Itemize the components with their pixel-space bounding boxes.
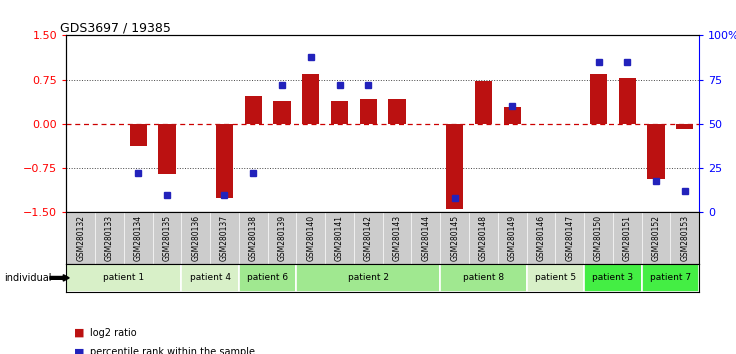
Text: GSM280140: GSM280140: [306, 215, 315, 261]
Text: patient 2: patient 2: [348, 273, 389, 282]
Bar: [642, 264, 699, 292]
Text: patient 4: patient 4: [190, 273, 230, 282]
Text: GSM280138: GSM280138: [249, 215, 258, 261]
Bar: [360, 99, 377, 124]
Text: GSM280149: GSM280149: [508, 215, 517, 261]
Text: GSM280134: GSM280134: [134, 215, 143, 261]
Text: GSM280148: GSM280148: [479, 215, 488, 261]
Text: ■: ■: [74, 347, 84, 354]
Text: GSM280150: GSM280150: [594, 215, 603, 261]
Text: GSM280136: GSM280136: [191, 215, 200, 261]
Text: patient 8: patient 8: [463, 273, 504, 282]
Bar: [475, 81, 492, 124]
Bar: [584, 264, 642, 292]
Bar: [446, 124, 463, 210]
Bar: [181, 264, 239, 292]
Text: patient 6: patient 6: [247, 273, 289, 282]
Text: GSM280133: GSM280133: [105, 215, 114, 261]
Bar: [590, 74, 607, 124]
Text: GSM280132: GSM280132: [76, 215, 85, 261]
Text: GSM280143: GSM280143: [392, 215, 402, 261]
Text: GSM280135: GSM280135: [163, 215, 171, 261]
Text: GSM280141: GSM280141: [335, 215, 344, 261]
Text: patient 5: patient 5: [535, 273, 576, 282]
Text: GSM280139: GSM280139: [277, 215, 286, 261]
Text: ■: ■: [74, 328, 84, 338]
Text: log2 ratio: log2 ratio: [90, 328, 136, 338]
Bar: [389, 99, 406, 124]
Text: GSM280142: GSM280142: [364, 215, 373, 261]
Bar: [302, 74, 319, 124]
Bar: [297, 264, 440, 292]
Bar: [239, 264, 297, 292]
Text: GDS3697 / 19385: GDS3697 / 19385: [60, 21, 171, 34]
Bar: [331, 102, 348, 124]
Text: GSM280145: GSM280145: [450, 215, 459, 261]
Text: GSM280144: GSM280144: [422, 215, 431, 261]
Bar: [216, 124, 233, 198]
Bar: [503, 107, 521, 124]
Text: patient 1: patient 1: [103, 273, 144, 282]
Text: GSM280152: GSM280152: [651, 215, 660, 261]
Text: GSM280146: GSM280146: [537, 215, 545, 261]
Text: individual: individual: [4, 273, 52, 283]
Bar: [66, 264, 181, 292]
Bar: [440, 264, 526, 292]
Text: GSM280153: GSM280153: [680, 215, 690, 261]
Text: GSM280137: GSM280137: [220, 215, 229, 261]
Text: percentile rank within the sample: percentile rank within the sample: [90, 347, 255, 354]
Bar: [648, 124, 665, 179]
Bar: [676, 124, 693, 129]
Bar: [158, 124, 176, 174]
Bar: [130, 124, 146, 146]
Bar: [619, 78, 636, 124]
Bar: [244, 96, 262, 124]
Text: patient 7: patient 7: [650, 273, 691, 282]
Bar: [273, 102, 291, 124]
Text: patient 3: patient 3: [592, 273, 634, 282]
Bar: [526, 264, 584, 292]
Text: GSM280147: GSM280147: [565, 215, 574, 261]
Text: GSM280151: GSM280151: [623, 215, 631, 261]
